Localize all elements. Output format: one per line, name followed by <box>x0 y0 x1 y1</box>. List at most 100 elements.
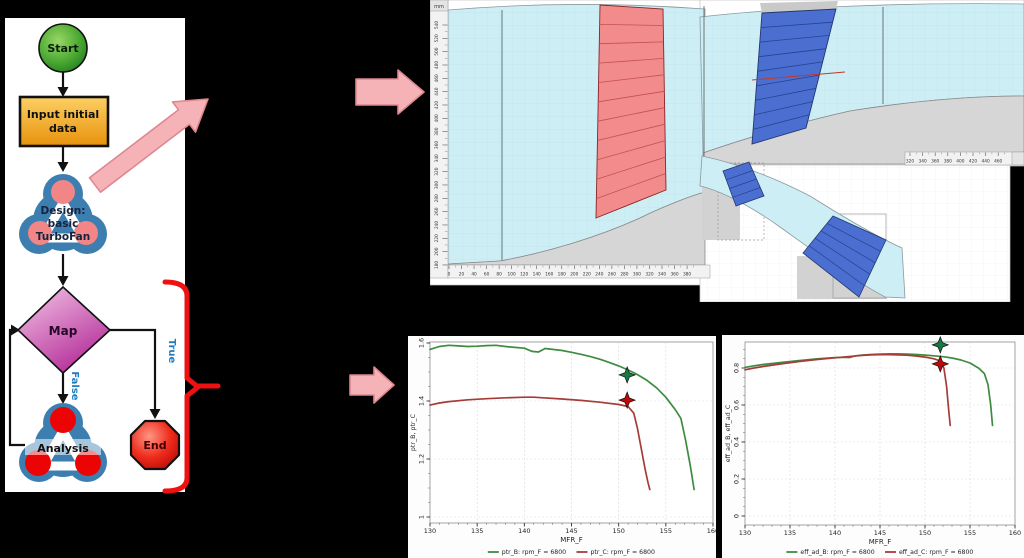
ruler-label: 440 <box>981 159 989 165</box>
flow-connectors <box>8 72 161 447</box>
ruler-label: 40 <box>471 272 477 278</box>
x-tick-label: 140 <box>518 527 530 535</box>
x-tick-label: 150 <box>919 529 931 537</box>
arrow-to-maps-icon <box>349 366 395 404</box>
analysis-dot-right <box>75 450 101 476</box>
design-dot-left <box>28 221 52 245</box>
series-ptr_B <box>429 344 695 491</box>
y-tick-label: 1 <box>418 515 426 519</box>
ruler-label: 260 <box>434 207 440 215</box>
ruler-label: 0 <box>448 272 451 278</box>
y-tick-label: 1.6 <box>418 338 426 348</box>
map-label: Map <box>49 324 78 338</box>
x-tick-label: 135 <box>471 527 483 535</box>
ruler-label: 180 <box>558 272 566 278</box>
design-label-line2: basic <box>48 218 79 230</box>
ruler-label: 400 <box>956 159 964 165</box>
legend-label: eff_ad_C: rpm_F = 6800 <box>899 549 973 556</box>
ruler-label: 260 <box>608 272 616 278</box>
x-tick-label: 145 <box>565 527 577 535</box>
ruler-label: 320 <box>434 167 440 175</box>
design-label-line3: TurboFan <box>36 231 91 243</box>
ruler-unit-label: mm <box>434 4 444 10</box>
duct-blade-2 <box>802 215 887 298</box>
legend-label: ptr_C: rpm_F = 6800 <box>591 549 655 556</box>
x-tick-label: 155 <box>660 527 672 535</box>
x-axis-label: MFR_F <box>869 538 891 546</box>
feedback-arrow <box>8 328 25 447</box>
ruler-label: 420 <box>434 101 440 109</box>
star-marker <box>618 365 637 384</box>
series-ptr_C <box>429 396 651 491</box>
ruler-label: 220 <box>434 234 440 242</box>
vertical-ruler: mm 540 520 500 480 460 440 420 400 380 360 340 320 3… <box>430 0 449 279</box>
x-tick-label: 130 <box>739 529 751 537</box>
analysis-dot-top <box>50 407 76 433</box>
ruler-label: 60 <box>484 272 490 278</box>
booster-blade <box>751 8 846 145</box>
ruler-label: 20 <box>459 272 465 278</box>
ruler-label: 80 <box>496 272 502 278</box>
ruler-label: 240 <box>434 221 440 229</box>
end-label: End <box>143 439 166 452</box>
x-tick-label: 145 <box>874 529 886 537</box>
ruler-label: 300 <box>633 272 641 278</box>
hub-region-left <box>447 191 706 266</box>
input-label-line2: data <box>49 122 77 135</box>
ruler-label: 340 <box>434 154 440 162</box>
casing-strip <box>760 1 838 13</box>
star-marker <box>618 391 637 410</box>
false-label: False <box>69 371 80 400</box>
ruler-label: 540 <box>434 21 440 29</box>
ruler-label: 280 <box>434 194 440 202</box>
arrow-to-geometry-icon <box>355 69 425 115</box>
ruler-label: 380 <box>944 159 952 165</box>
horizontal-ruler-left: 0 20 40 60 80 100 120 140 160 180 200 220 240 260 280 3… <box>448 264 711 279</box>
ruler-label: 500 <box>434 47 440 55</box>
x-tick-label: 160 <box>707 527 716 535</box>
ruler-label: 460 <box>434 74 440 82</box>
ruler-label: 100 <box>508 272 516 278</box>
duct-blade-1 <box>722 161 765 207</box>
ruler-label: 420 <box>969 159 977 165</box>
ruler-label: 480 <box>434 61 440 69</box>
ruler-label: 380 <box>683 272 691 278</box>
ruler-label: 460 <box>994 159 1002 165</box>
x-tick-label: 130 <box>424 527 436 535</box>
y-tick-label: 0.8 <box>733 363 741 373</box>
ruler-label: 440 <box>434 87 440 95</box>
x-axis-label: MFR_F <box>560 536 582 544</box>
input-label-line1: Input initial <box>27 108 99 121</box>
ruler-label: 340 <box>658 272 666 278</box>
y-tick-label: 0.2 <box>733 474 741 484</box>
ruler-label: 220 <box>583 272 591 278</box>
ruler-label: 360 <box>931 159 939 165</box>
flowchart-panel: Start Input initial data Design: basic T… <box>5 18 185 492</box>
true-label: True <box>166 339 177 364</box>
ruler-label: 520 <box>434 34 440 42</box>
y-tick-label: 1.2 <box>418 454 426 464</box>
y-tick-label: 0.6 <box>733 400 741 410</box>
horizontal-ruler-right: 320 340 360 380 400 420 440 460 <box>904 151 1024 166</box>
ruler-label: 200 <box>434 247 440 255</box>
plot-area <box>429 341 714 524</box>
y-tick-label: 1.4 <box>418 396 426 406</box>
plot-area <box>744 341 1016 526</box>
ruler-label: 120 <box>520 272 528 278</box>
ruler-label: 400 <box>434 114 440 122</box>
legend-label: eff_ad_B: rpm_F = 6800 <box>800 549 874 556</box>
design-node: Design: basic TurboFan <box>19 174 107 254</box>
design-label-line1: Design: <box>41 205 86 217</box>
start-label: Start <box>47 42 78 55</box>
x-tick-label: 155 <box>964 529 976 537</box>
map-node: Map <box>16 285 112 375</box>
y-axis-label: ptr_B, ptr_C <box>410 413 417 451</box>
ruler-label: 180 <box>434 261 440 269</box>
input-node: Input initial data <box>18 95 110 148</box>
ruler-label: 200 <box>570 272 578 278</box>
ruler-label: 320 <box>645 272 653 278</box>
star-marker <box>931 354 950 373</box>
ruler-label: 360 <box>670 272 678 278</box>
fan-blade <box>595 4 667 219</box>
